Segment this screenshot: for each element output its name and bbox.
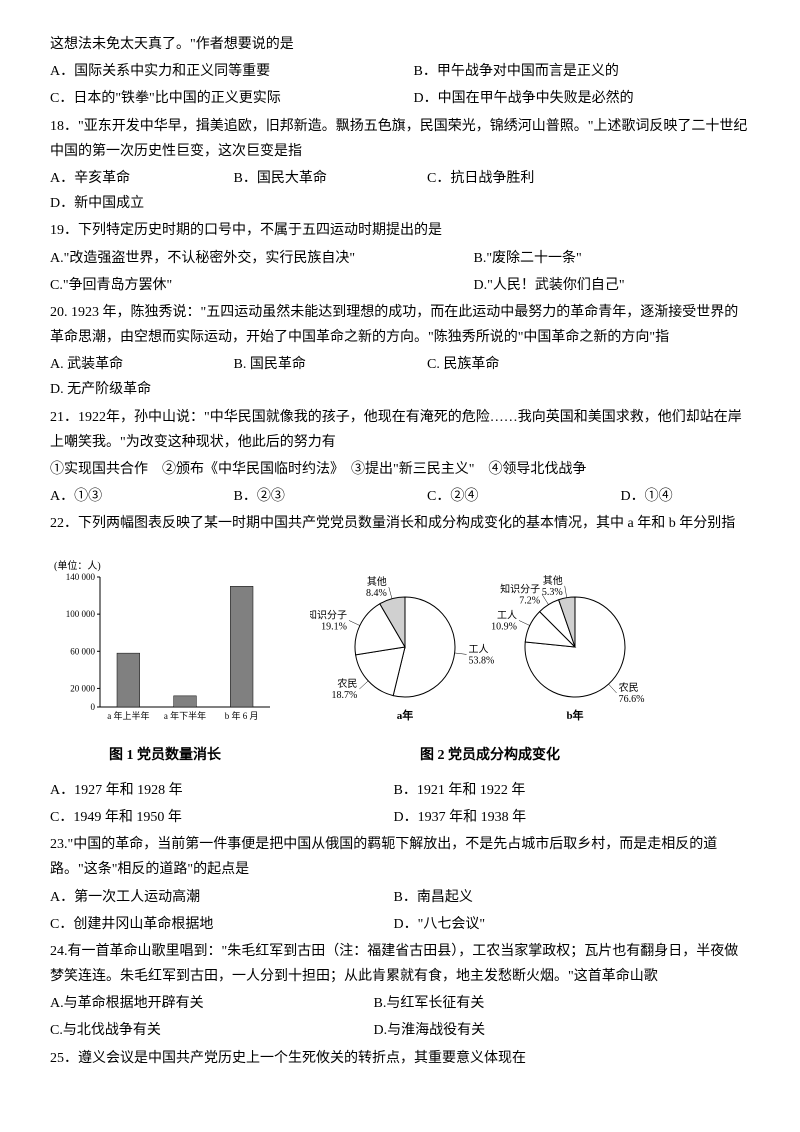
svg-text:其他: 其他 bbox=[543, 573, 563, 586]
q23-stem: 23."中国的革命，当前第一件事便是把中国从俄国的羁轭下解放出，不是先占城市后取… bbox=[50, 832, 750, 882]
q20-opt-d: D. 无产阶级革命 bbox=[50, 377, 151, 402]
q19-opt-d: D."人民！武装你们自己" bbox=[474, 273, 625, 298]
svg-text:60 000: 60 000 bbox=[70, 646, 95, 656]
q20-opts: A. 武装革命 B. 国民革命 C. 民族革命 D. 无产阶级革命 bbox=[50, 352, 750, 402]
svg-text:其他: 其他 bbox=[367, 575, 387, 588]
q17-opt-a: A．国际关系中实力和正义同等重要 bbox=[50, 59, 370, 84]
pie-charts-figure: 工人53.8%农民18.7%知识分子19.1%其他8.4%a年农民76.6%工人… bbox=[310, 557, 670, 768]
q22-opt-a: A．1927 年和 1928 年 bbox=[50, 778, 350, 803]
svg-text:知识分子: 知识分子 bbox=[310, 608, 347, 621]
pie-charts: 工人53.8%农民18.7%知识分子19.1%其他8.4%a年农民76.6%工人… bbox=[310, 557, 670, 737]
q18-stem: 18．"亚东开发中华早，揖美追欧，旧邦新造。飘扬五色旗，民国荣光，锦绣河山普照。… bbox=[50, 114, 750, 164]
q22-stem: 22．下列两幅图表反映了某一时期中国共产党党员数量消长和成分构成变化的基本情况，… bbox=[50, 511, 750, 536]
q21-stem: 21．1922年，孙中山说："中华民国就像我的孩子，他现在有淹死的危险……我向英… bbox=[50, 405, 750, 455]
q20-opt-c: C. 民族革命 bbox=[427, 352, 577, 377]
q22-opt-b: B．1921 年和 1922 年 bbox=[394, 778, 526, 803]
q18-opt-b: B．国民大革命 bbox=[234, 166, 384, 191]
q18-opts: A．辛亥革命 B．国民大革命 C．抗日战争胜利 D．新中国成立 bbox=[50, 166, 750, 216]
svg-text:76.6%: 76.6% bbox=[619, 694, 645, 705]
document-page: 这想法未免太天真了。"作者想要说的是 A．国际关系中实力和正义同等重要 B．甲午… bbox=[0, 0, 800, 1103]
svg-text:知识分子: 知识分子 bbox=[500, 582, 540, 595]
q21-opt-a: A．①③ bbox=[50, 484, 190, 509]
q21-opts-line: ①实现国共合作 ②颁布《中华民国临时约法》 ③提出"新三民主义" ④领导北伐战争 bbox=[50, 457, 750, 482]
q24-opt-d: D.与淮海战役有关 bbox=[374, 1018, 486, 1043]
svg-text:53.8%: 53.8% bbox=[469, 655, 495, 666]
bar-chart: (单位：人) 0 20 000 60 000 100 000 140 000 a 年上半年 a… bbox=[50, 557, 280, 737]
q24-line2: C.与北伐战争有关 D.与淮海战役有关 bbox=[50, 1018, 750, 1043]
q25-stem: 25．遵义会议是中国共产党历史上一个生死攸关的转折点，其重要意义体现在 bbox=[50, 1046, 750, 1071]
q18-opt-a: A．辛亥革命 bbox=[50, 166, 190, 191]
svg-text:农民: 农民 bbox=[337, 677, 357, 690]
q23-line1: A．第一次工人运动高潮 B．南昌起义 bbox=[50, 885, 750, 910]
bar-chart-caption: 图 1 党员数量消长 bbox=[109, 743, 221, 768]
figures-container: (单位：人) 0 20 000 60 000 100 000 140 000 a 年上半年 a… bbox=[50, 557, 750, 768]
q23-opt-d: D．"八七会议" bbox=[394, 912, 486, 937]
svg-text:0: 0 bbox=[91, 702, 96, 712]
q23-opt-c: C．创建井冈山革命根据地 bbox=[50, 912, 350, 937]
svg-text:10.9%: 10.9% bbox=[491, 621, 517, 632]
q20-stem: 20. 1923 年，陈独秀说："五四运动虽然未能达到理想的成功，而在此运动中最… bbox=[50, 300, 750, 350]
q22-line1: A．1927 年和 1928 年 B．1921 年和 1922 年 bbox=[50, 778, 750, 803]
q19-stem: 19．下列特定历史时期的口号中，不属于五四运动时期提出的是 bbox=[50, 218, 750, 243]
q22-opt-d: D．1937 年和 1938 年 bbox=[394, 805, 527, 830]
q19-opt-a: A."改造强盗世界，不认秘密外交，实行民族自决" bbox=[50, 246, 430, 271]
q17-opt-c: C．日本的"铁拳"比中国的正义更实际 bbox=[50, 86, 370, 111]
q17-intro: 这想法未免太天真了。"作者想要说的是 bbox=[50, 32, 750, 57]
q19-opt-c: C."争回青岛方罢休" bbox=[50, 273, 430, 298]
q21-opt-c: C．②④ bbox=[427, 484, 577, 509]
svg-text:7.2%: 7.2% bbox=[519, 595, 540, 606]
q23-opt-a: A．第一次工人运动高潮 bbox=[50, 885, 350, 910]
svg-text:140 000: 140 000 bbox=[66, 572, 96, 582]
svg-text:b年: b年 bbox=[566, 708, 583, 722]
q24-opt-b: B.与红军长征有关 bbox=[374, 991, 485, 1016]
svg-text:工人: 工人 bbox=[497, 609, 517, 621]
svg-text:20 000: 20 000 bbox=[70, 683, 95, 693]
q20-opt-b: B. 国民革命 bbox=[234, 352, 384, 377]
q20-opt-a: A. 武装革命 bbox=[50, 352, 190, 377]
pies-caption: 图 2 党员成分构成变化 bbox=[420, 743, 560, 768]
q21-opts: A．①③ B．②③ C．②④ D．①④ bbox=[50, 484, 750, 509]
svg-text:19.1%: 19.1% bbox=[321, 621, 347, 632]
q23-opt-b: B．南昌起义 bbox=[394, 885, 473, 910]
q17-opt-b: B．甲午战争对中国而言是正义的 bbox=[414, 59, 619, 84]
q24-line1: A.与革命根据地开辟有关 B.与红军长征有关 bbox=[50, 991, 750, 1016]
q17-line2: C．日本的"铁拳"比中国的正义更实际 D．中国在甲午战争中失败是必然的 bbox=[50, 86, 750, 111]
q22-opt-c: C．1949 年和 1950 年 bbox=[50, 805, 350, 830]
q18-opt-c: C．抗日战争胜利 bbox=[427, 166, 577, 191]
svg-text:5.3%: 5.3% bbox=[542, 586, 563, 597]
svg-text:8.4%: 8.4% bbox=[366, 588, 387, 599]
q24-opt-c: C.与北伐战争有关 bbox=[50, 1018, 330, 1043]
q21-opt-b: B．②③ bbox=[234, 484, 384, 509]
q19-opt-b: B."废除二十一条" bbox=[474, 246, 582, 271]
q24-opt-a: A.与革命根据地开辟有关 bbox=[50, 991, 330, 1016]
q22-line2: C．1949 年和 1950 年 D．1937 年和 1938 年 bbox=[50, 805, 750, 830]
bar-chart-figure: (单位：人) 0 20 000 60 000 100 000 140 000 a 年上半年 a… bbox=[50, 557, 280, 768]
svg-text:(单位：人): (单位：人) bbox=[54, 559, 101, 572]
q19-line2: C."争回青岛方罢休" D."人民！武装你们自己" bbox=[50, 273, 750, 298]
svg-text:a 年下半年: a 年下半年 bbox=[164, 710, 206, 721]
svg-text:农民: 农民 bbox=[619, 681, 639, 694]
q24-stem: 24.有一首革命山歌里唱到："朱毛红军到古田（注：福建省古田县），工农当家掌政权… bbox=[50, 939, 750, 989]
svg-text:18.7%: 18.7% bbox=[332, 690, 358, 701]
svg-text:a年: a年 bbox=[397, 708, 414, 722]
q17-line1: A．国际关系中实力和正义同等重要 B．甲午战争对中国而言是正义的 bbox=[50, 59, 750, 84]
svg-text:100 000: 100 000 bbox=[66, 609, 96, 619]
q23-line2: C．创建井冈山革命根据地 D．"八七会议" bbox=[50, 912, 750, 937]
svg-text:工人: 工人 bbox=[469, 643, 489, 655]
svg-text:a 年上半年: a 年上半年 bbox=[107, 710, 149, 721]
q17-opt-d: D．中国在甲午战争中失败是必然的 bbox=[414, 86, 634, 111]
q21-opt-d: D．①④ bbox=[621, 484, 673, 509]
svg-text:b 年 6 月: b 年 6 月 bbox=[225, 710, 259, 721]
q18-opt-d: D．新中国成立 bbox=[50, 191, 144, 216]
q19-line1: A."改造强盗世界，不认秘密外交，实行民族自决" B."废除二十一条" bbox=[50, 246, 750, 271]
